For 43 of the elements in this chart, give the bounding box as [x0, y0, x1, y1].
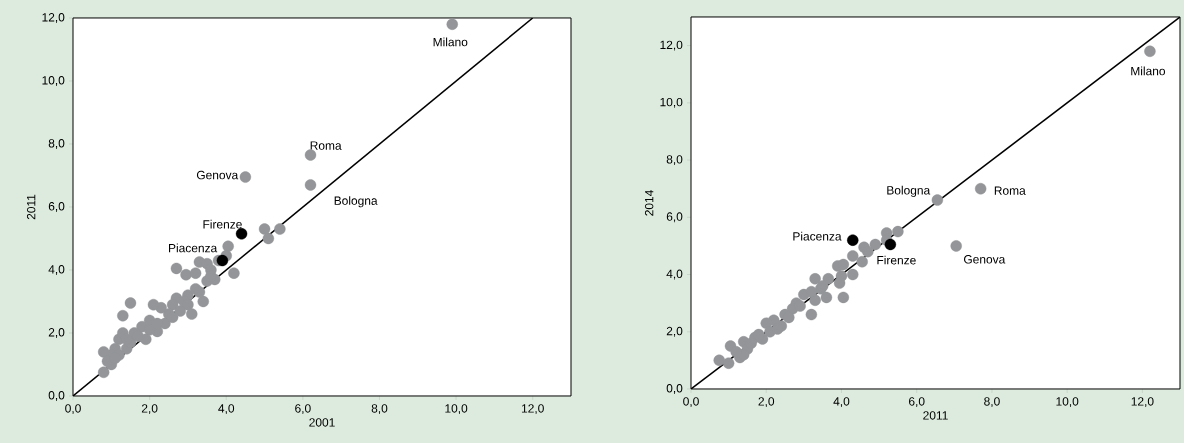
x-tick-label: 10,0: [445, 404, 468, 415]
y-tick-label: 10,0: [42, 76, 65, 86]
y-tick-label: 0,0: [666, 384, 683, 394]
y-axis-title: 2014: [644, 190, 654, 216]
x-tick-label: 12,0: [1131, 397, 1154, 408]
y-tick-label: 10,0: [660, 97, 683, 108]
y-tick-label: 2,0: [48, 328, 65, 338]
annotation: Milano: [1131, 66, 1166, 76]
annotation: Roma: [994, 186, 1026, 195]
x-tick-label: 4,0: [218, 404, 235, 415]
x-tick-label: 2,0: [758, 397, 775, 408]
y-tick-label: 2,0: [666, 326, 683, 337]
y-axis-title: 2011: [26, 194, 36, 220]
y-tick-label: 8,0: [666, 155, 683, 165]
x-tick-label: 10,0: [1056, 397, 1079, 408]
x-tick-label: 12,0: [521, 404, 544, 415]
annotation: Firenze: [203, 219, 242, 229]
x-axis-title: 2001: [309, 418, 335, 427]
annotation: Piacenza: [169, 243, 218, 253]
annotation: Milano: [433, 37, 468, 47]
annotation: Genova: [963, 255, 1006, 264]
x-tick-label: 4,0: [833, 397, 850, 408]
annotation: Roma: [310, 141, 342, 150]
annotation: Bologna: [334, 196, 378, 208]
y-tick-label: 12,0: [42, 13, 65, 23]
y-tick-label: 8,0: [48, 139, 65, 149]
x-tick-label: 6,0: [909, 397, 925, 408]
x-axis-title: 2011: [923, 411, 948, 420]
y-tick-label: 4,0: [666, 269, 683, 280]
annotation: Firenze: [877, 255, 916, 265]
x-tick-label: 0,0: [683, 397, 699, 408]
x-tick-label: 0,0: [65, 404, 81, 415]
y-tick-label: 4,0: [48, 265, 65, 275]
annotation: Bologna: [887, 185, 931, 197]
y-tick-label: 6,0: [666, 212, 683, 223]
x-tick-label: 2,0: [141, 404, 158, 415]
x-tick-label: 8,0: [371, 404, 388, 415]
annotation: Piacenza: [793, 231, 842, 241]
y-tick-label: 6,0: [48, 202, 65, 212]
x-tick-label: 6,0: [295, 404, 311, 415]
x-tick-label: 8,0: [984, 397, 1000, 408]
annotation: Genova: [196, 170, 239, 180]
y-tick-label: 12,0: [660, 40, 683, 51]
